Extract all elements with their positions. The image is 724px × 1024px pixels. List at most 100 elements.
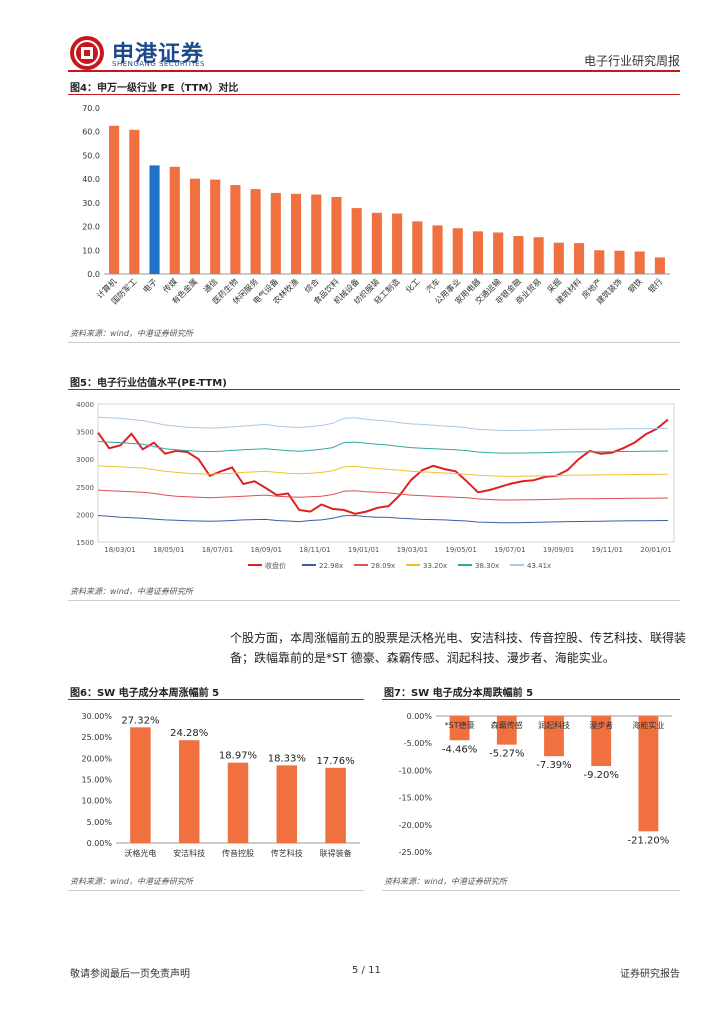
fig6-xtick-label: 沃格光电 [124, 848, 156, 858]
stock-summary-paragraph: 个股方面，本周涨幅前五的股票是沃格光电、安洁科技、传音控股、传艺科技、联得装备；… [230, 631, 687, 665]
fig4-bar [109, 125, 120, 275]
fig7-data-label: -9.20% [584, 770, 619, 781]
fig5-ytick-label: 2000 [76, 511, 94, 519]
fig4-bar [452, 228, 463, 274]
fig4-bar [594, 250, 605, 274]
fig4-xtick-label: 钢铁 [626, 276, 644, 294]
fig6-ytick-label: 0.00% [87, 839, 113, 848]
fig5-xtick-label: 18/03/01 [104, 546, 135, 554]
fig4-bar [290, 193, 302, 274]
fig4-ytick-label: 10.0 [82, 246, 100, 255]
fig7-data-label: -5.27% [489, 749, 524, 760]
fig5-ytick-label: 3500 [76, 429, 94, 437]
fig4-bar [331, 196, 342, 274]
fig6-data-label: 18.97% [219, 751, 257, 762]
fig4-ytick-label: 20.0 [82, 223, 100, 232]
fig6-title: 图6：SW 电子成分本周涨幅前 5 [70, 688, 220, 699]
fig4-bar [371, 212, 382, 274]
fig5-plot-frame [97, 403, 675, 543]
fig4-title-rule [68, 94, 680, 95]
fig6-data-label: 24.28% [170, 728, 208, 739]
fig5-xtick-label: 18/05/01 [153, 546, 184, 554]
fig6-bottom-rule [68, 890, 364, 891]
fig6-ytick-label: 10.00% [81, 797, 112, 806]
fig6-bar [276, 765, 298, 843]
fig4-bar [533, 237, 544, 274]
fig5-series-line [97, 489, 669, 501]
fig6-chart: 0.00% 5.00% 10.00% 15.00% 20.00% 25.00% 30.00%… [81, 712, 360, 858]
fig7-bar [544, 716, 564, 757]
fig5-series-line [97, 465, 669, 477]
fig4-bar [392, 213, 403, 274]
fig6-bar [178, 740, 200, 843]
fig6-data-label: 17.76% [317, 756, 355, 767]
fig4-xtick-label: 采掘 [545, 276, 563, 294]
fig5-xtick-label: 18/09/01 [250, 546, 281, 554]
fig4-xtick-label: 电子 [141, 276, 159, 294]
fig6-ytick-label: 20.00% [81, 754, 112, 763]
fig5-xtick-label: 19/09/01 [543, 546, 574, 554]
fig7-ytick-label: -15.00% [399, 794, 433, 803]
fig7-data-label: -4.46% [442, 744, 477, 755]
fig5-chart: 1500 2000 2500 3000 3500 4000 18/03/01 18/05/01… [76, 401, 675, 570]
fig4-xtick-label: 汽车 [424, 276, 442, 294]
fig5-legend-label: 22.98x [319, 562, 343, 570]
fig5-ytick-label: 3000 [76, 456, 94, 464]
fig4-bar [412, 221, 423, 274]
fig6-xtick-label: 传音控股 [222, 848, 254, 858]
fig6-xtick-label: 安洁科技 [173, 848, 205, 858]
fig4-ytick-label: 40.0 [82, 175, 100, 184]
fig5-series-line [97, 441, 669, 454]
fig6-bar [130, 727, 151, 843]
fig4-bar [654, 257, 665, 274]
fig4-bar [250, 189, 261, 274]
fig6-data-label: 27.32% [121, 715, 159, 726]
fig5-xtick-label: 18/11/01 [299, 546, 330, 554]
fig5-legend-label: 28.09x [371, 562, 395, 570]
fig4-bar [493, 232, 504, 274]
fig7-source: 资料来源：wind，中港证券研究所 [384, 877, 507, 886]
fig5-xtick-label: 19/03/01 [397, 546, 428, 554]
fig6-xtick-label: 联得装备 [320, 848, 352, 858]
fig7-data-label: -21.20% [628, 835, 670, 846]
fig6-xtick-label: 传艺科技 [271, 848, 303, 858]
fig5-xtick-label: 20/01/01 [640, 546, 671, 554]
fig4-bar [189, 178, 201, 274]
fig6-ytick-label: 25.00% [81, 733, 112, 742]
fig5-legend-label: 33.20x [423, 562, 447, 570]
fig6-title-rule [68, 699, 364, 700]
fig7-ytick-label: -20.00% [399, 821, 433, 830]
fig4-ytick-label: 0.0 [87, 270, 100, 279]
fig4-ytick-label: 70.0 [82, 104, 100, 113]
fig5-legend-label: 收盘价 [265, 561, 286, 570]
fig4-bar [513, 236, 524, 274]
header-rule [68, 70, 680, 72]
footer-disclaimer: 敬请参阅最后一页免责声明 [70, 969, 190, 980]
fig5-ytick-label: 4000 [76, 401, 94, 409]
footer-page-number: 5 / 11 [352, 965, 381, 976]
fig4-xtick-label: 银行 [646, 276, 664, 294]
fig4-bar [270, 192, 281, 274]
fig4-bar [169, 166, 180, 274]
fig7-bar [496, 716, 517, 745]
fig6-bar [227, 762, 249, 843]
fig5-series-line [97, 418, 669, 515]
fig4-bar [129, 129, 140, 274]
fig4-ytick-label: 60.0 [82, 128, 100, 137]
fig4-source: 资料来源：wind，中港证券研究所 [70, 329, 193, 338]
fig4-ytick-label: 30.0 [82, 199, 100, 208]
fig5-source: 资料来源：wind，中港证券研究所 [70, 587, 193, 596]
fig5-legend-label: 43.41x [527, 562, 551, 570]
fig7-xtick-label: 润起科技 [538, 720, 570, 730]
report-type: 电子行业研究周报 [583, 54, 680, 68]
fig6-ytick-label: 15.00% [81, 776, 112, 785]
fig5-series-line [97, 514, 669, 524]
fig6-ytick-label: 30.00% [81, 712, 112, 721]
fig4-bottom-rule [68, 342, 680, 343]
fig5-xtick-label: 19/05/01 [445, 546, 476, 554]
fig4-bar [311, 194, 322, 274]
fig7-bottom-rule [382, 890, 680, 891]
fig4-bar [614, 250, 625, 274]
fig4-bar [230, 185, 241, 274]
fig5-legend-label: 38.30x [475, 562, 499, 570]
